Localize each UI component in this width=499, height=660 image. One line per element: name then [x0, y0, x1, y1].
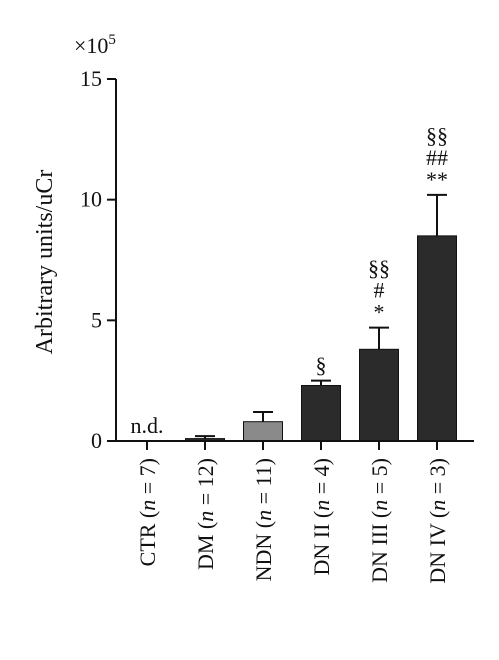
annotations: n.d.§§§#*§§##** [131, 123, 449, 438]
bar [417, 235, 457, 442]
bars [185, 193, 457, 442]
x-tick-label: NDN (n = 11) [251, 458, 276, 581]
annotation-label: §§ [426, 123, 448, 148]
y-tick-label: 10 [80, 187, 102, 212]
bar [243, 421, 283, 442]
x-tick-label: DM (n = 12) [193, 458, 218, 570]
annotation-label: ** [426, 167, 448, 192]
bar [301, 384, 341, 442]
annotation-label: §§ [368, 256, 390, 281]
annotation-label: # [374, 278, 385, 303]
y-axis-label: Arbitrary units/uCr [32, 170, 58, 355]
y-tick-label: 15 [80, 66, 102, 91]
x-tick-label: CTR (n = 7) [135, 458, 160, 566]
annotation-label: § [316, 353, 327, 378]
bar [359, 348, 399, 442]
annotation-label: * [374, 300, 385, 325]
annotation-label: ## [426, 145, 448, 170]
y-axis: 0 5 10 15 [80, 66, 117, 453]
y-tick-label: 0 [91, 428, 102, 453]
y-tick-label: 5 [91, 307, 102, 332]
x-tick-label: DN III (n = 5) [367, 458, 392, 583]
x-tick-label: DN II (n = 4) [309, 458, 334, 576]
x-tick-label: DN IV (n = 3) [425, 458, 450, 584]
y-axis-multiplier: ×105 [74, 32, 116, 58]
x-axis: CTR (n = 7) DM (n = 12) NDN (n = 11) DN II … [116, 440, 474, 584]
annotation-label: n.d. [131, 413, 164, 438]
